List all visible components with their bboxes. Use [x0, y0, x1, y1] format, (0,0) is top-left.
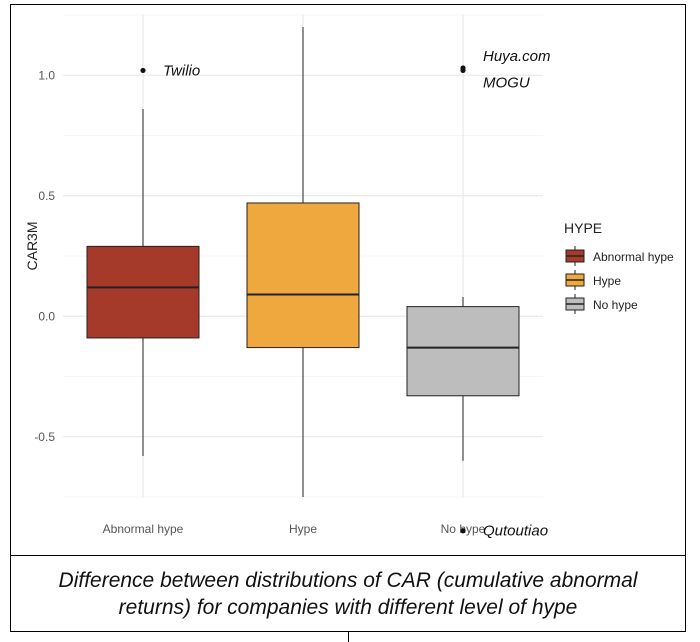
outlier-annotation: Twilio [163, 62, 200, 79]
y-tick-label: 0.0 [38, 309, 55, 323]
outlier-point [140, 67, 146, 74]
outlier-annotation: Huya.com [483, 48, 551, 65]
outlier-point [460, 65, 466, 71]
legend-label: Abnormal hype [593, 250, 674, 264]
legend-label: Hype [593, 274, 621, 288]
outlier-annotation: MOGU [483, 74, 530, 91]
y-tick-label: 1.0 [38, 68, 55, 82]
caption-tick-mark [348, 632, 349, 642]
y-axis-title: CAR3M [24, 221, 40, 270]
x-tick-label: Hype [289, 522, 317, 536]
y-tick-label: -0.5 [34, 430, 55, 444]
y-tick-label: 0.5 [38, 189, 55, 203]
box-abnormal-hype [86, 245, 200, 339]
boxplot-chart: -0.5 0.0 0.5 1.0 CAR3M Abnormal hype Hype No hy… [24, 14, 674, 540]
outlier-annotation: Qutoutiao [483, 523, 548, 540]
box-hype [246, 202, 360, 349]
legend-title: HYPE [564, 220, 602, 236]
legend-label: No hype [593, 298, 638, 312]
caption-text: Difference between distributions of CAR … [58, 568, 638, 619]
x-tick-label: Abnormal hype [103, 522, 184, 536]
outlier-point [460, 528, 466, 534]
box-no-hype [406, 306, 520, 397]
figure-caption: Difference between distributions of CAR … [10, 556, 686, 632]
chart-frame: -0.5 0.0 0.5 1.0 CAR3M Abnormal hype Hype No hy… [10, 4, 686, 556]
